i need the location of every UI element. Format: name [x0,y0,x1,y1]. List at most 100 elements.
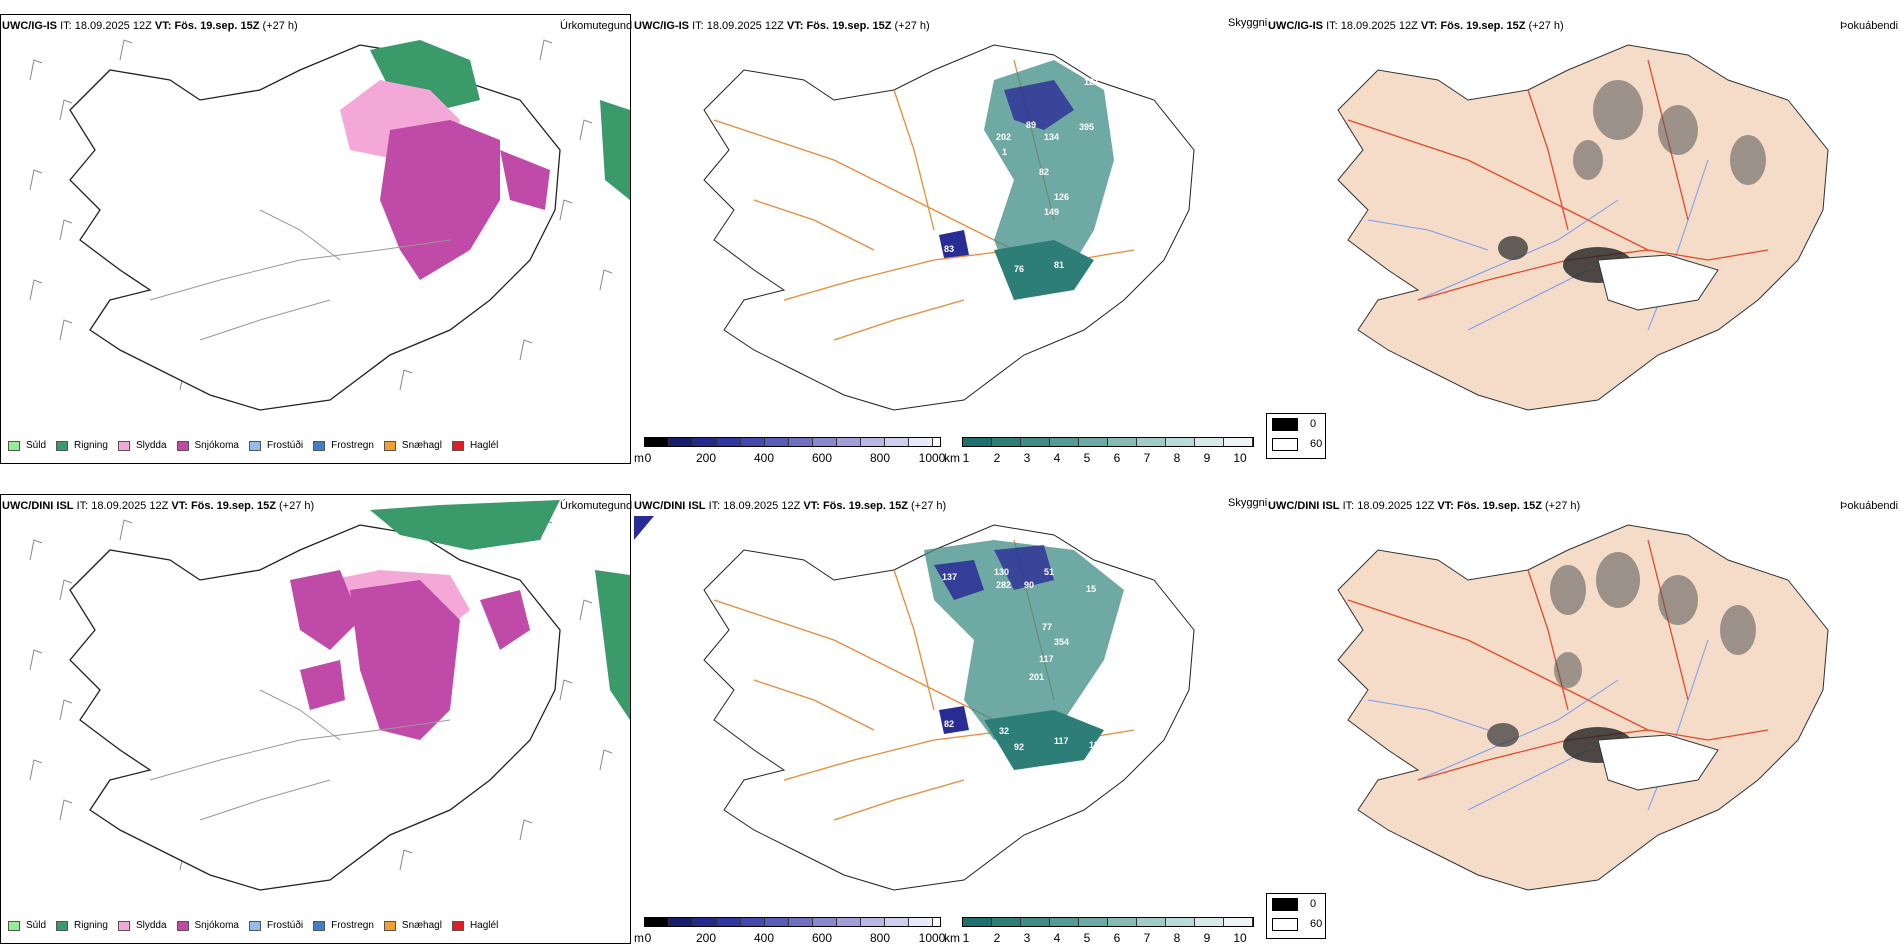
fog-legend-row: 60 [1267,914,1325,934]
legend-swatch [117,440,130,451]
rivers [1367,639,1709,811]
fog-map [1337,44,1829,411]
tick: 5 [1083,931,1091,945]
legend-swatch [313,920,326,931]
fog-legend-row: 0 [1267,894,1325,914]
fog-legend: 0 60 [1266,893,1326,939]
cloudbase-label: 117 [1039,654,1054,664]
cloudbase-label: 81 [1054,260,1064,270]
tick: 4 [1053,931,1061,945]
colorbar-cell [1079,438,1108,446]
colorbar-cell [909,438,933,446]
lead-time: (+27 h) [911,500,947,512]
it-label: IT: [1326,20,1338,32]
cloudbase-label: 126 [1054,192,1069,202]
colorbar-cell [1021,438,1050,446]
legend-label: Rigning [74,440,108,451]
tick: 0 [644,451,652,465]
legend-item: Súld [8,920,46,931]
fog-swatch-black [1272,897,1298,911]
low-cloud-area-3 [939,706,969,734]
legend-swatch [56,440,69,451]
colorbar-cell [992,438,1021,446]
rain-area-east [600,100,630,200]
glacier [1597,254,1719,311]
legend-swatch [248,920,261,931]
tick: 1 [962,931,970,945]
vt-value: Fös. 19.sep. 15Z [174,20,260,32]
tick: 1000 [918,931,946,945]
cloudbase-label: 130 [994,567,1009,577]
cloudbase-label: 282 [996,580,1011,590]
vt-value: Fös. 19.sep. 15Z [806,20,892,32]
it-value: 18.09.2025 12Z [1357,500,1435,512]
model-name: UWC/IG-IS [1268,20,1323,32]
colorbar-cell [963,438,992,446]
cloudbase-label: 354 [1054,637,1069,647]
lead-time: (+27 h) [279,500,315,512]
fog-dense-small [1487,723,1519,747]
legend-item: Slydda [117,440,167,451]
fog-map [1337,524,1829,891]
visibility-unit: km [944,931,960,945]
tick: 400 [753,931,775,945]
legend-item: Frostregn [313,920,374,931]
legend-swatch [56,920,69,931]
roads [1347,59,1769,301]
row-2: UWC/DINI ISL IT: 18.09.2025 12Z VT: Fös.… [0,480,1900,950]
colorbar-cell [885,438,909,446]
it-label: IT: [76,500,89,512]
height-unit: m [634,931,644,945]
iceland-coast [703,44,1195,411]
snow-area-2 [350,580,460,740]
colorbar-cell [693,918,717,926]
colorbar-cell [693,438,717,446]
colorbar-cell [1108,918,1137,926]
precip-map [29,500,630,891]
tick: 1000 [918,451,946,465]
precip-legend: Súld Rigning Slydda Snjókoma Frostúði Fr… [8,920,508,931]
tick: 400 [753,451,775,465]
model-name: UWC/DINI ISL [634,500,706,512]
legend-label: Snæhagl [401,440,442,451]
cloudbase-label: 68 [1149,642,1159,652]
low-cloud-area [934,560,984,600]
cloudbase-label: 83 [944,244,954,254]
it-value: 18.09.2025 12Z [74,20,152,32]
vt-value: Fös. 19.sep. 15Z [822,500,908,512]
cloudbase-label: 19 [1104,240,1114,250]
cloudbase-map: 121 202 89 395 134 126 82 149 83 76 81 1… [703,44,1195,411]
cloudbase-label: 51 [1044,567,1054,577]
snow-area-3 [300,660,345,710]
cloudbase-label: 1 [1002,147,1007,157]
tick: 9 [1203,931,1211,945]
rain-area-east [595,570,630,720]
colorbar-cell [741,438,765,446]
colorbar-cell [1050,918,1079,926]
iceland-land [1337,44,1829,411]
model-name: UWC/DINI ISL [2,500,74,512]
lead-time: (+27 h) [1528,20,1564,32]
fog-value: 60 [1310,438,1323,450]
tick: 7 [1143,931,1151,945]
tick: 0 [644,931,652,945]
tick: 4 [1053,451,1061,465]
glacier [1597,734,1719,791]
cloudbase-label: 103 [1092,260,1107,270]
fog-swatch-black [1272,417,1298,431]
cloudbase-label: 134 [1044,132,1059,142]
tick: 10 [1233,451,1247,465]
tick: 6 [1113,931,1121,945]
cloudbase-label: 89 [1026,120,1036,130]
tick: 600 [811,451,833,465]
height-colorbar: m 0 200 400 600 800 1000 [634,917,945,947]
legend-swatch [383,920,396,931]
tick: 3 [1023,931,1031,945]
cloudbase-label: 121 [1084,77,1099,87]
legend-label: Frostregn [331,920,374,931]
visibility-colorbar-strip [962,437,1254,447]
legend-item: Slydda [117,920,167,931]
precip-map [29,39,630,411]
rain-area [370,500,560,550]
fog-shading [1550,552,1756,688]
